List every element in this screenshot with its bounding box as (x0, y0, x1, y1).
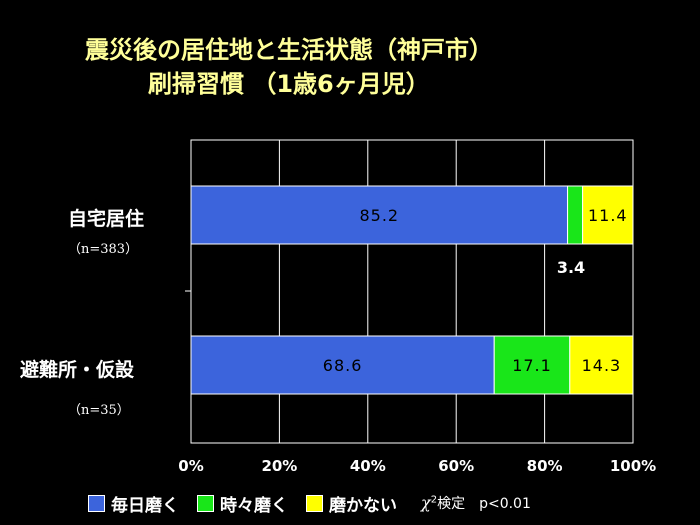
legend-label-sometimes: 時々磨く (220, 495, 288, 516)
bar-segment (190, 185, 569, 245)
category-label-home: 自宅居住 (68, 208, 145, 230)
test-text: 検定 p<0.01 (437, 496, 531, 512)
chart-title-line1: 震災後の居住地と生活状態（神戸市） (85, 36, 493, 64)
legend-item-never: 磨かない (306, 491, 397, 516)
legend-swatch-sometimes (197, 494, 214, 512)
x-tick-label: 60% (438, 457, 475, 475)
legend-label-never: 磨かない (329, 495, 397, 516)
data-label: 14.3 (582, 356, 622, 375)
data-label: 68.6 (323, 356, 363, 375)
legend-label-every-day: 毎日磨く (111, 495, 179, 516)
legend-swatch-every-day (88, 494, 105, 512)
statistical-test-note: χ2検定 p<0.01 (421, 493, 531, 513)
data-label: 3.4 (557, 258, 585, 277)
chart-title-line2: 刷掃習慣 （1歳6ヶ月児） (148, 70, 430, 98)
category-note-home: （n=383） (68, 242, 139, 257)
chi-symbol: χ (421, 493, 431, 512)
bar-segment (582, 185, 634, 245)
x-tick-label: 20% (261, 457, 298, 475)
bar-segment (567, 185, 584, 245)
x-tick-label: 0% (178, 457, 204, 475)
x-tick-label: 100% (609, 457, 657, 475)
legend-item-sometimes: 時々磨く (197, 491, 288, 516)
chi-superscript: 2 (430, 494, 438, 506)
category-label-shelter: 避難所・仮設 (20, 359, 135, 381)
x-tick-label: 80% (526, 457, 563, 475)
data-label: 17.1 (512, 356, 552, 375)
bar-segment (493, 335, 571, 395)
bar-segment (190, 335, 495, 395)
x-tick-label: 40% (349, 457, 386, 475)
bar-segment (569, 335, 634, 395)
category-note-shelter: （n=35） (68, 403, 130, 418)
legend-swatch-never (306, 494, 323, 512)
legend: 毎日磨く 時々磨く 磨かない χ2検定 p<0.01 (88, 490, 531, 516)
legend-item-every-day: 毎日磨く (88, 491, 179, 516)
data-label: 85.2 (359, 206, 399, 225)
data-label: 11.4 (588, 206, 628, 225)
plot-frame (190, 139, 634, 444)
